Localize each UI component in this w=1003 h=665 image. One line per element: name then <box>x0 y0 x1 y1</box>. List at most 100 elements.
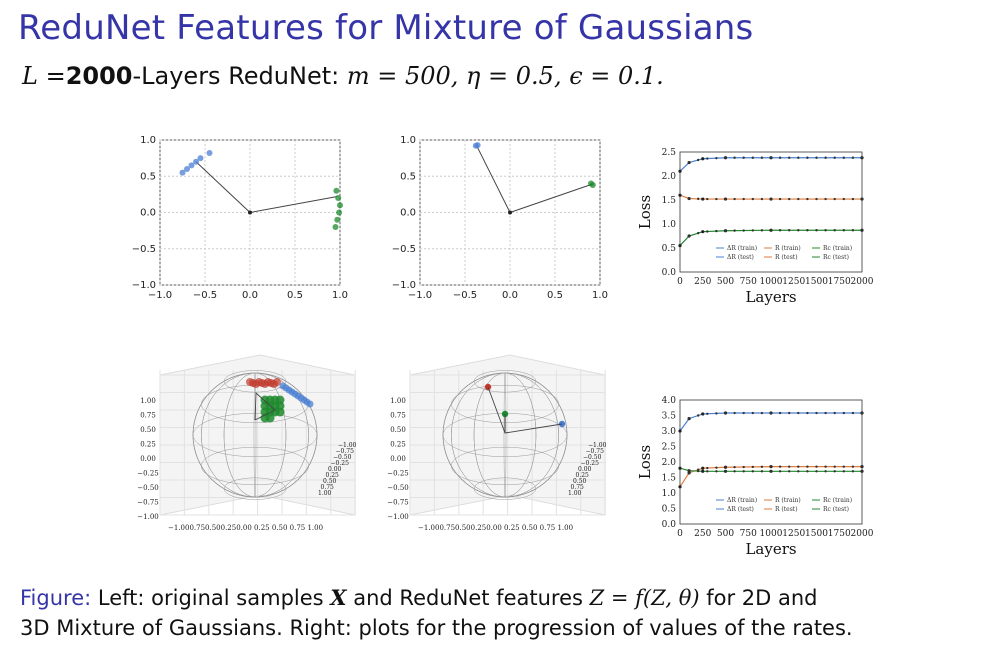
vector-line <box>195 161 251 213</box>
y-tick-label: −0.25 <box>331 460 350 467</box>
y-tick-label: 2.5 <box>662 443 677 453</box>
z-tick-label: −0.50 <box>137 484 158 492</box>
slide-title: ReduNet Features for Mixture of Gaussian… <box>18 8 754 48</box>
series-dot <box>687 471 691 475</box>
series-marker <box>701 469 705 473</box>
data-point <box>335 195 342 201</box>
vector-line <box>476 145 511 213</box>
y-tick-label: 1.0 <box>662 489 677 499</box>
x-tick-label: 1000 <box>760 277 783 287</box>
series-dot <box>778 465 782 468</box>
series-line <box>679 229 862 247</box>
y-tick-label: 1.5 <box>662 196 677 206</box>
legend-entry: R (train) <box>775 497 801 504</box>
legend-entry: Rc (test) <box>823 254 849 261</box>
x-tick-label: 1.0 <box>332 290 348 301</box>
y-tick-label: −1.0 <box>392 280 416 291</box>
z-tick-label: −0.75 <box>387 499 408 507</box>
legend-entry: ΔR (train) <box>727 497 757 504</box>
data-point <box>179 169 186 176</box>
x-tick-labels: −1.000.750.500.250.00 0.25 0.50 0.75 1.0… <box>168 524 323 532</box>
subtitle-text: -Layers ReduNet: <box>132 62 347 90</box>
z-tick-label: −0.50 <box>387 484 408 492</box>
series-dot <box>778 197 782 201</box>
series-dot <box>824 229 827 232</box>
y-tick-label: 2.0 <box>662 172 677 182</box>
series-dot <box>860 156 864 159</box>
series-dot <box>751 156 754 159</box>
red-cluster-point <box>484 383 492 391</box>
y-tick-label: −0.75 <box>586 448 605 455</box>
x-tick-label: 2000 <box>851 529 874 539</box>
series-dot <box>833 197 836 201</box>
x-tick-label: 750 <box>740 277 757 287</box>
y-tick-label: 0.75 <box>321 484 335 491</box>
y-tick-label: 0.5 <box>662 244 677 254</box>
series-marker <box>678 485 682 489</box>
y-tick-label: 0.00 <box>328 466 342 473</box>
z-tick-label: 0.75 <box>140 412 156 420</box>
x-tick-label: 0.5 <box>547 290 563 301</box>
data-point <box>184 166 190 172</box>
series-dot <box>733 470 736 473</box>
caption-text-b: and ReduNet features <box>346 586 590 610</box>
data-point <box>333 187 340 194</box>
y-tick-label: 3.0 <box>662 427 677 437</box>
series-dot <box>769 465 773 468</box>
series-dot <box>697 414 700 417</box>
series-dot <box>706 197 709 201</box>
data-point <box>337 202 343 209</box>
x-tick-label: 1250 <box>782 277 805 287</box>
sphere-longitude <box>201 372 309 498</box>
series-dot <box>815 411 818 415</box>
series-marker <box>701 230 705 234</box>
y-tick-label: −0.5 <box>132 244 156 255</box>
subtitle-var-l: L <box>22 62 38 90</box>
series-dot <box>778 156 782 159</box>
series-marker <box>678 244 682 248</box>
series-dot <box>788 156 791 159</box>
series-dot <box>769 470 773 473</box>
x-tick-label: 250 <box>694 529 711 539</box>
x-tick-label: 1500 <box>805 277 828 287</box>
series-dot <box>824 465 827 468</box>
series-dot <box>778 229 782 232</box>
series-marker <box>678 193 682 197</box>
y-tick-label: −1.00 <box>588 442 607 449</box>
series-dot <box>733 197 736 201</box>
plot-frame <box>679 151 863 273</box>
series-line <box>679 412 862 432</box>
series-dot <box>842 470 845 473</box>
x-tick-label: 1.0 <box>592 290 608 301</box>
series-dot <box>778 411 782 415</box>
x-tick-labels: −1.000.750.500.250.00 0.25 0.50 0.75 1.0… <box>418 524 573 532</box>
series-dot <box>687 469 691 472</box>
scatter-plot-2d-features: −1.0 −0.5 0.0 0.5 1.0 1.0 0.5 0.0 −0.5 −1.0 <box>392 135 608 301</box>
series-dot <box>760 470 764 473</box>
sphere-plot-3d-original: 1.000.750.500.250.00−0.25−0.50−0.75−1.00… <box>137 354 357 532</box>
z-tick-label: 0.25 <box>390 441 406 449</box>
legend-entry: Rc (train) <box>823 245 852 252</box>
x-axis-label: Layers <box>745 288 796 306</box>
x-tick-label: 0.0 <box>242 290 258 301</box>
series-dot <box>687 417 691 420</box>
scatter-plot-2d-original: −1.0 −0.5 0.0 0.5 1.0 1.0 0.5 0.0 −0.5 −1.0 <box>132 135 348 301</box>
subtitle-params: m = 500, η = 0.5, ϵ = 0.1. <box>346 62 664 90</box>
series-dot <box>797 411 800 415</box>
series-marker <box>678 429 682 433</box>
series-dot <box>788 229 791 232</box>
y-tick-label: 0.75 <box>571 484 585 491</box>
subtitle-layer-count: 2000 <box>65 62 133 90</box>
series-dot <box>851 197 855 201</box>
z-tick-label: 1.00 <box>390 397 406 405</box>
series-dot <box>715 229 718 233</box>
series-dot <box>724 466 727 469</box>
y-tick-label: 0.25 <box>576 472 590 479</box>
series-marker <box>701 157 705 161</box>
series-dot <box>715 412 718 415</box>
y-tick-label: −1.0 <box>132 280 156 291</box>
series-dot <box>806 470 809 473</box>
series-dot <box>842 156 845 159</box>
series-dot <box>715 470 718 473</box>
series-dot <box>742 156 745 159</box>
